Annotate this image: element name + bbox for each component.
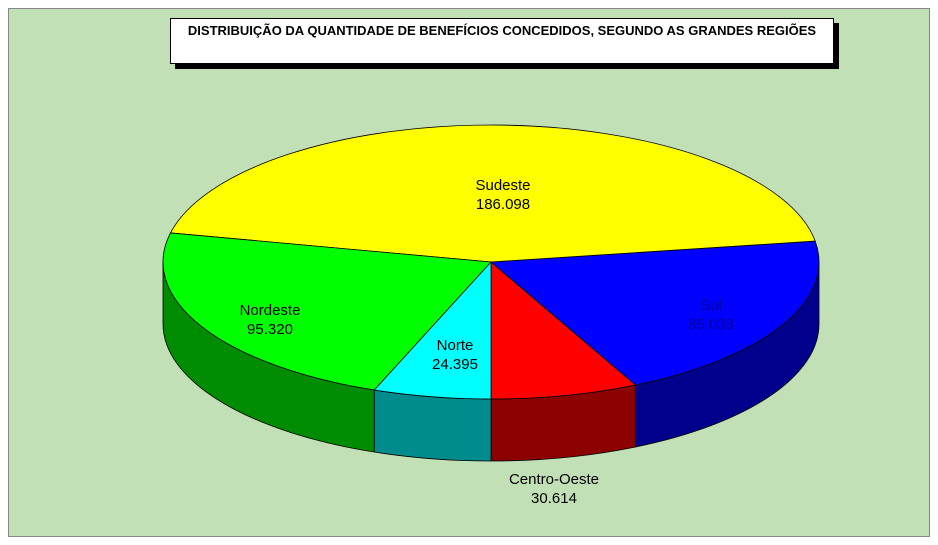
slice-label: Centro-Oeste — [509, 471, 599, 488]
slice — [489, 240, 820, 386]
value-label: 24.395 — [432, 356, 478, 373]
chart-title: DISTRIBUIÇÃO DA QUANTIDADE DE BENEFÍCIOS… — [170, 18, 834, 64]
slice-label: Nordeste — [240, 302, 301, 319]
slice — [373, 260, 492, 400]
value-label: 95.320 — [247, 321, 293, 338]
value-label: 186.098 — [476, 196, 530, 213]
slice-label: Sul — [700, 297, 722, 314]
value-label: 30.614 — [531, 490, 577, 507]
slice-label: Norte — [437, 337, 474, 354]
slice — [169, 124, 816, 263]
slice-label: Sudeste — [475, 177, 530, 194]
slice — [490, 261, 637, 400]
slice — [162, 232, 492, 391]
value-label: 85.038 — [688, 316, 734, 333]
slice-side — [373, 389, 492, 462]
